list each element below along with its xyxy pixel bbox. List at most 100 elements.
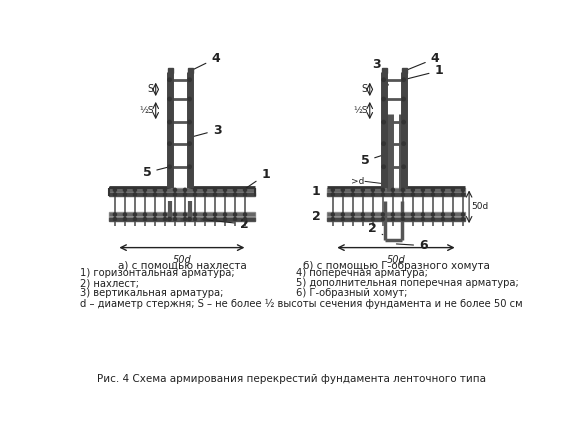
Circle shape <box>188 165 191 169</box>
Circle shape <box>461 213 464 216</box>
Bar <box>109 187 255 193</box>
Text: 50d: 50d <box>471 202 489 211</box>
Circle shape <box>431 217 435 220</box>
Circle shape <box>244 213 246 216</box>
Circle shape <box>381 188 385 191</box>
Circle shape <box>422 193 424 196</box>
Circle shape <box>123 193 126 196</box>
Circle shape <box>183 188 187 191</box>
Circle shape <box>411 188 414 191</box>
Circle shape <box>193 188 196 191</box>
Circle shape <box>244 188 246 191</box>
Circle shape <box>402 97 405 101</box>
Circle shape <box>154 188 156 191</box>
Circle shape <box>372 213 374 216</box>
Text: 50d: 50d <box>172 255 191 265</box>
Circle shape <box>372 188 374 191</box>
Circle shape <box>204 213 207 216</box>
Text: 4) поперечная арматура;: 4) поперечная арматура; <box>296 268 428 279</box>
Circle shape <box>382 78 385 81</box>
Text: 1: 1 <box>312 185 320 198</box>
Circle shape <box>431 193 435 196</box>
Circle shape <box>163 213 167 216</box>
Circle shape <box>154 193 156 196</box>
Circle shape <box>188 142 191 145</box>
Text: 3) вертикальная арматура;: 3) вертикальная арматура; <box>80 289 224 298</box>
Circle shape <box>183 217 187 220</box>
Circle shape <box>168 97 171 101</box>
Circle shape <box>442 193 444 196</box>
Circle shape <box>168 78 171 81</box>
Circle shape <box>224 188 226 191</box>
Text: 6: 6 <box>397 239 428 252</box>
Circle shape <box>391 188 394 191</box>
Circle shape <box>341 213 344 216</box>
Circle shape <box>143 188 146 191</box>
Circle shape <box>372 217 374 220</box>
Circle shape <box>174 213 176 216</box>
Circle shape <box>123 188 126 191</box>
Circle shape <box>143 193 146 196</box>
Circle shape <box>123 213 126 216</box>
Circle shape <box>431 188 435 191</box>
Circle shape <box>372 193 374 196</box>
Circle shape <box>193 193 196 196</box>
Text: d – диаметр стержня; S – не более ½ высоты сечения фундамента и не более 50 см: d – диаметр стержня; S – не более ½ высо… <box>80 298 523 308</box>
Text: а) с помощью нахлеста: а) с помощью нахлеста <box>118 260 246 271</box>
Circle shape <box>381 193 385 196</box>
Bar <box>188 68 193 73</box>
Bar <box>402 68 407 73</box>
Circle shape <box>204 193 207 196</box>
Text: ½S: ½S <box>139 106 154 115</box>
Text: 3: 3 <box>372 58 389 85</box>
Text: 1: 1 <box>246 169 270 188</box>
Circle shape <box>123 217 126 220</box>
Circle shape <box>411 213 414 216</box>
Circle shape <box>213 193 217 196</box>
Bar <box>109 212 255 217</box>
Text: 3: 3 <box>192 124 221 137</box>
Circle shape <box>224 217 226 220</box>
Circle shape <box>233 213 237 216</box>
Circle shape <box>331 217 335 220</box>
Circle shape <box>163 188 167 191</box>
Circle shape <box>188 97 191 101</box>
Circle shape <box>411 217 414 220</box>
Circle shape <box>402 78 405 81</box>
Circle shape <box>213 213 217 216</box>
Circle shape <box>451 217 455 220</box>
Circle shape <box>204 217 207 220</box>
Circle shape <box>442 188 444 191</box>
Circle shape <box>351 188 354 191</box>
Circle shape <box>113 217 117 220</box>
Circle shape <box>451 193 455 196</box>
Circle shape <box>244 193 246 196</box>
Circle shape <box>461 193 464 196</box>
Circle shape <box>193 217 196 220</box>
Circle shape <box>113 213 117 216</box>
Circle shape <box>174 217 176 220</box>
Text: 6) Г-образный хомут;: 6) Г-образный хомут; <box>296 289 407 298</box>
Circle shape <box>168 142 171 145</box>
Circle shape <box>451 213 455 216</box>
Circle shape <box>188 217 191 221</box>
Circle shape <box>361 213 364 216</box>
Circle shape <box>188 121 191 124</box>
Circle shape <box>422 213 424 216</box>
Circle shape <box>422 188 424 191</box>
Text: 2: 2 <box>312 209 320 223</box>
Circle shape <box>381 213 385 216</box>
Text: 2: 2 <box>203 218 249 231</box>
Text: ½S: ½S <box>353 106 368 115</box>
Text: 50d: 50d <box>386 255 405 265</box>
Circle shape <box>233 193 237 196</box>
Circle shape <box>402 142 405 145</box>
Bar <box>327 187 465 193</box>
Circle shape <box>461 217 464 220</box>
Circle shape <box>133 188 137 191</box>
Circle shape <box>401 193 405 196</box>
Circle shape <box>422 217 424 220</box>
Circle shape <box>401 188 405 191</box>
Text: 5) дополнительная поперечная арматура;: 5) дополнительная поперечная арматура; <box>296 279 518 288</box>
Circle shape <box>113 188 117 191</box>
